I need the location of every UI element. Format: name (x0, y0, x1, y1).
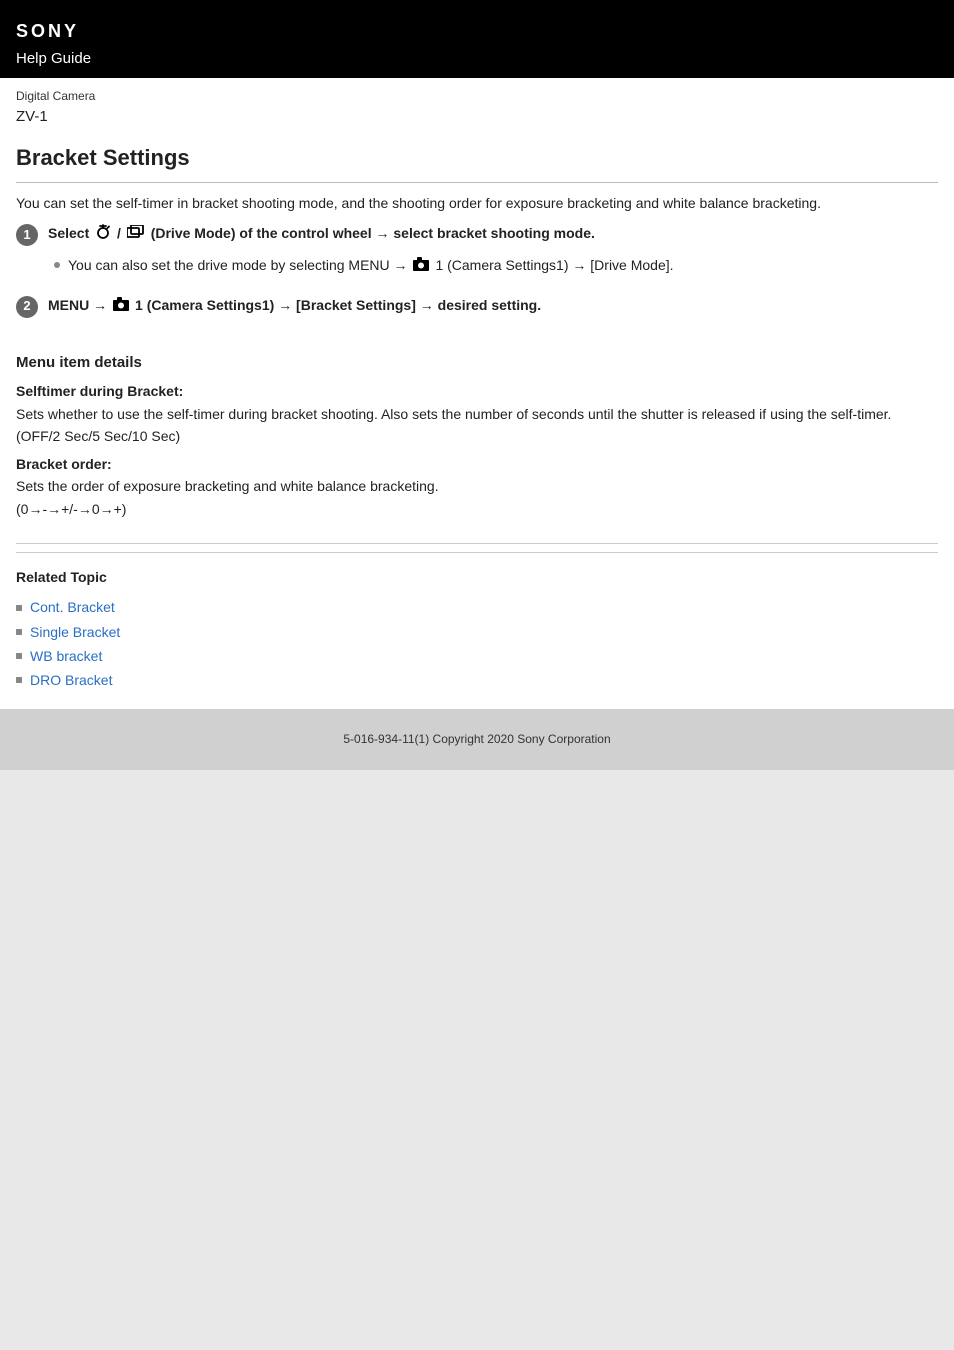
related-topic-list: Cont. Bracket Single Bracket WB bracket … (0, 597, 954, 708)
step-title: MENU → 1 (Camera Settings1) → [Bracket S… (48, 295, 938, 316)
list-item: Cont. Bracket (16, 597, 938, 617)
page-title: Bracket Settings (0, 128, 954, 182)
help-guide-label: Help Guide (16, 48, 938, 70)
step-sub-bullet: You can also set the drive mode by selec… (54, 255, 938, 276)
step-title-post: (Drive Mode) of the control wheel → sele… (151, 225, 595, 241)
bullet-icon (16, 653, 22, 659)
step-title-pre: Select (48, 225, 93, 241)
selftimer-icon (95, 224, 111, 245)
brand-logo: SONY (16, 18, 938, 44)
cam1-suffix: 1 (135, 297, 143, 313)
menu-item-desc: Sets the order of exposure bracketing an… (16, 476, 938, 496)
menu-item-values: (0→-→+/-→0→+) (16, 499, 938, 519)
divider (16, 543, 938, 544)
background-pad (0, 770, 954, 1260)
menu-item-title: Bracket order: (16, 454, 938, 474)
cam1-suffix: 1 (435, 257, 443, 273)
step-number-badge: 1 (16, 224, 38, 246)
bullet-icon (16, 605, 22, 611)
product-meta: Digital Camera ZV-1 (0, 78, 954, 128)
step-sub-text: You can also set the drive mode by selec… (68, 255, 674, 276)
product-model: ZV-1 (16, 106, 938, 128)
camera-settings1-icon (413, 256, 433, 276)
link-single-bracket[interactable]: Single Bracket (30, 622, 120, 642)
list-item: WB bracket (16, 646, 938, 666)
step-2: 2 MENU → 1 (Camera Settings1) → [Bracket… (16, 295, 938, 318)
step-body: MENU → 1 (Camera Settings1) → [Bracket S… (48, 295, 938, 316)
bullet-icon (54, 262, 60, 268)
link-dro-bracket[interactable]: DRO Bracket (30, 670, 112, 690)
list-item: DRO Bracket (16, 670, 938, 690)
bullet-icon (16, 629, 22, 635)
menu-item-desc: Sets whether to use the self-timer durin… (16, 404, 938, 424)
menu-item-values: (OFF/2 Sec/5 Sec/10 Sec) (16, 426, 938, 446)
header: SONY Help Guide (0, 0, 954, 78)
link-wb-bracket[interactable]: WB bracket (30, 646, 102, 666)
step-1: 1 Select / (Drive Mode) of the control w… (16, 223, 938, 276)
drive-mode-icon (127, 224, 145, 244)
product-type: Digital Camera (16, 88, 938, 105)
list-item: Single Bracket (16, 622, 938, 642)
steps-container: 1 Select / (Drive Mode) of the control w… (0, 223, 954, 345)
step-number-badge: 2 (16, 296, 38, 318)
intro-text: You can set the self-timer in bracket sh… (0, 183, 954, 223)
step-title-pre: MENU → (48, 297, 111, 313)
slash: / (117, 225, 125, 241)
footer-copyright: 5-016-934-11(1) Copyright 2020 Sony Corp… (0, 709, 954, 770)
menu-item-details-heading: Menu item details (0, 346, 954, 382)
bullet-icon (16, 677, 22, 683)
camera-settings1-icon (113, 296, 133, 316)
step-title: Select / (Drive Mode) of the control whe… (48, 223, 938, 245)
link-cont-bracket[interactable]: Cont. Bracket (30, 597, 115, 617)
step-body: Select / (Drive Mode) of the control whe… (48, 223, 938, 276)
related-topic-heading: Related Topic (0, 555, 954, 593)
divider (16, 552, 938, 553)
menu-item: Selftimer during Bracket: Sets whether t… (0, 381, 954, 535)
step-sub-post: (Camera Settings1) → [Drive Mode]. (447, 257, 673, 273)
menu-item-title: Selftimer during Bracket: (16, 381, 938, 401)
page: SONY Help Guide Digital Camera ZV-1 Brac… (0, 0, 954, 770)
step-title-post: (Camera Settings1) → [Bracket Settings] … (147, 297, 541, 313)
step-sub-pre: You can also set the drive mode by selec… (68, 257, 411, 273)
